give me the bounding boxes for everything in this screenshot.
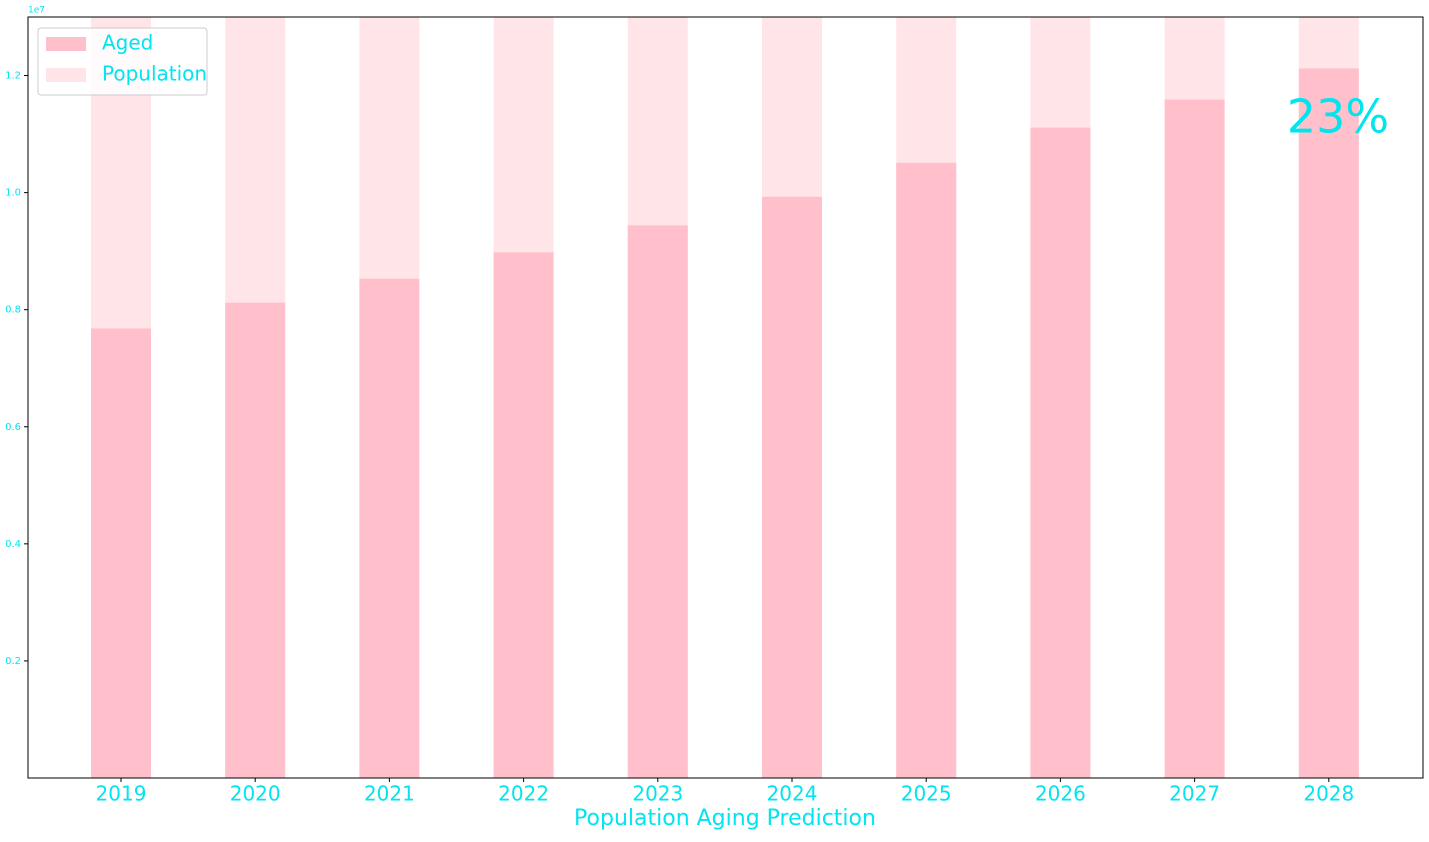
x-tick-label: 2025 (901, 782, 952, 806)
bar (91, 328, 151, 778)
bar (225, 302, 286, 778)
y-tick-label: 1.2 (5, 71, 21, 82)
bar (627, 225, 688, 778)
x-tick-label: 2019 (96, 782, 147, 806)
legend-swatch (46, 68, 86, 82)
bar (359, 278, 420, 778)
legend-swatch (46, 37, 86, 51)
x-tick-label: 2020 (230, 782, 281, 806)
axes-frame (27, 16, 1424, 779)
bar (1298, 68, 1359, 778)
y-tick-label: 0.6 (5, 422, 21, 433)
bar (896, 162, 957, 778)
x-tick-label: 2024 (767, 782, 818, 806)
x-tick-label: 2021 (364, 782, 415, 806)
plot-area (91, 17, 1359, 778)
bar (493, 252, 554, 778)
x-tick-label: 2023 (632, 782, 683, 806)
legend-label: Population (102, 62, 207, 86)
x-tick-label: 2027 (1169, 782, 1220, 806)
legend-label: Aged (102, 31, 153, 55)
bar (1030, 127, 1091, 778)
x-axis-label: Population Aging Prediction (574, 806, 876, 831)
x-tick-label: 2022 (498, 782, 549, 806)
bar (762, 196, 822, 778)
y-tick-label: 1.0 (5, 188, 21, 199)
x-tick-label: 2026 (1035, 782, 1086, 806)
x-tick-label: 2028 (1303, 782, 1354, 806)
y-tick-label: 0.2 (5, 656, 21, 667)
bar (1164, 99, 1225, 778)
y-tick-label: 0.4 (5, 539, 21, 550)
annotation: 23% (1287, 90, 1389, 144)
offset-label: 1e7 (28, 6, 45, 16)
y-tick-label: 0.8 (5, 305, 21, 316)
